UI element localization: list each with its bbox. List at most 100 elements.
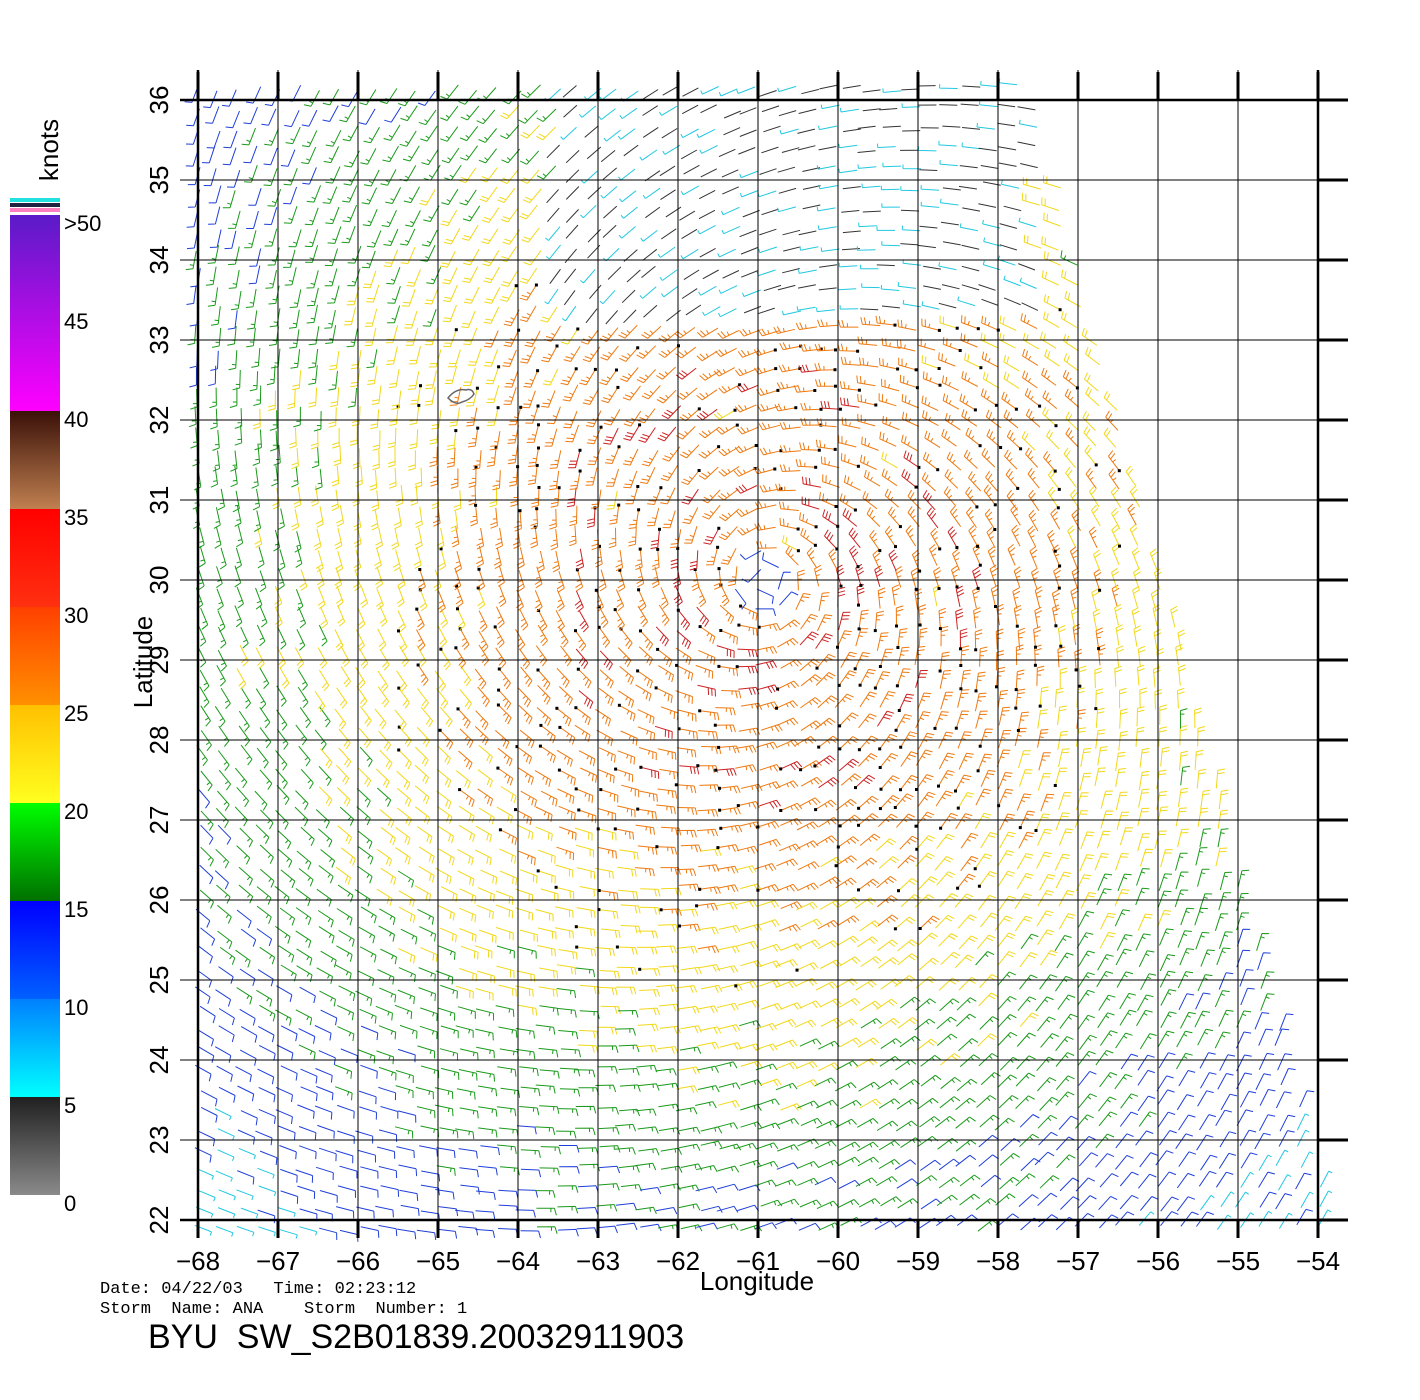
wind-barb bbox=[759, 168, 777, 175]
wind-barb bbox=[679, 1143, 701, 1151]
wind-barb bbox=[515, 1028, 535, 1039]
wind-barb bbox=[1125, 465, 1137, 487]
wind-barb bbox=[1115, 768, 1127, 787]
wind-barb bbox=[298, 606, 307, 629]
wind-barb bbox=[680, 128, 699, 139]
wind-barb bbox=[280, 1168, 298, 1183]
wind-barb bbox=[1017, 106, 1036, 111]
wind-barb bbox=[257, 1068, 275, 1085]
wind-barb bbox=[1019, 810, 1035, 828]
wind-barb bbox=[457, 848, 474, 866]
wind-barb bbox=[920, 1074, 942, 1087]
wind-barb bbox=[795, 593, 811, 611]
wind-barb bbox=[1160, 849, 1173, 868]
wind-barb bbox=[478, 744, 493, 764]
wind-barb bbox=[297, 686, 309, 709]
wind-barb bbox=[975, 710, 988, 729]
wind-barb bbox=[796, 821, 819, 831]
x-tick-label: −65 bbox=[416, 1246, 460, 1276]
wind-barb bbox=[718, 665, 739, 677]
wind-barb bbox=[917, 791, 936, 807]
wind-barb bbox=[1019, 1012, 1039, 1027]
wind-barb bbox=[538, 610, 548, 632]
wind-barb bbox=[304, 229, 319, 248]
rain-flag bbox=[537, 446, 540, 450]
wind-barb bbox=[478, 644, 490, 666]
wind-barb bbox=[576, 946, 597, 957]
rain-flag bbox=[814, 808, 818, 812]
wind-barb bbox=[575, 648, 589, 669]
wind-barb bbox=[1048, 468, 1060, 490]
wind-barb bbox=[198, 1046, 215, 1063]
wind-barb bbox=[564, 248, 577, 264]
wind-barb bbox=[1037, 709, 1048, 729]
wind-barb bbox=[458, 1148, 478, 1159]
wind-barb bbox=[824, 529, 838, 550]
wind-barb bbox=[499, 1048, 519, 1060]
wind-barb bbox=[493, 547, 502, 570]
wind-barb bbox=[918, 244, 936, 249]
wind-barb bbox=[292, 370, 302, 391]
wind-barb bbox=[723, 127, 741, 136]
wind-barb bbox=[210, 350, 219, 371]
wind-barb bbox=[755, 1063, 778, 1071]
rain-flag bbox=[574, 706, 578, 710]
wind-barb bbox=[297, 1185, 316, 1199]
rain-flag bbox=[599, 788, 603, 792]
wind-barb bbox=[338, 728, 351, 750]
wind-barb bbox=[915, 811, 935, 827]
rain-flag bbox=[857, 388, 861, 392]
wind-barb bbox=[1054, 767, 1068, 786]
wind-barb bbox=[400, 246, 416, 265]
wind-barb bbox=[1111, 524, 1120, 547]
wind-barb bbox=[450, 468, 459, 489]
wind-barb bbox=[1020, 163, 1038, 169]
wind-barb bbox=[1157, 1111, 1176, 1128]
wind-barb bbox=[258, 1044, 276, 1061]
wind-barb bbox=[372, 449, 380, 471]
wind-barb bbox=[835, 1018, 858, 1029]
wind-barb bbox=[256, 989, 273, 1007]
wind-barb bbox=[314, 690, 326, 712]
wind-barb bbox=[656, 389, 677, 404]
wind-barb bbox=[780, 1103, 802, 1112]
wind-barb bbox=[576, 788, 594, 803]
wind-barb bbox=[1016, 873, 1034, 890]
wind-barb bbox=[1077, 1195, 1097, 1210]
wind-barb bbox=[675, 690, 693, 704]
wind-barb bbox=[420, 1125, 440, 1138]
wind-barb bbox=[773, 326, 796, 334]
wind-barb bbox=[759, 447, 782, 456]
wind-barb bbox=[240, 687, 252, 709]
wind-barb bbox=[334, 567, 343, 590]
wind-barb bbox=[861, 436, 879, 451]
rain-flag bbox=[593, 367, 597, 371]
wind-barb bbox=[391, 528, 400, 550]
wind-barb bbox=[259, 1150, 278, 1165]
wind-barb bbox=[780, 901, 803, 910]
wind-barb bbox=[636, 345, 657, 359]
rain-flag bbox=[1019, 447, 1023, 451]
rain-flag bbox=[993, 528, 997, 531]
wind-barb bbox=[1070, 587, 1079, 610]
wind-barb bbox=[716, 1205, 739, 1213]
wind-barb bbox=[814, 363, 836, 371]
wind-barb bbox=[1058, 913, 1076, 930]
wind-barb bbox=[1012, 587, 1021, 610]
wind-barb bbox=[618, 1165, 640, 1173]
x-tick-label: −62 bbox=[656, 1246, 700, 1276]
wind-barb bbox=[560, 645, 572, 667]
wind-barb bbox=[524, 330, 541, 348]
wind-barb bbox=[1135, 726, 1145, 747]
wind-barb bbox=[857, 936, 879, 948]
wind-barb bbox=[815, 981, 838, 991]
wind-barb bbox=[550, 529, 559, 551]
wind-barb bbox=[1006, 429, 1021, 450]
wind-barb bbox=[519, 268, 538, 284]
wind-barb bbox=[1013, 604, 1022, 627]
wind-barb bbox=[656, 804, 676, 815]
wind-barb bbox=[472, 450, 482, 471]
wind-barb bbox=[1088, 485, 1100, 508]
wind-barb bbox=[1197, 726, 1206, 747]
wind-barb bbox=[866, 507, 881, 527]
